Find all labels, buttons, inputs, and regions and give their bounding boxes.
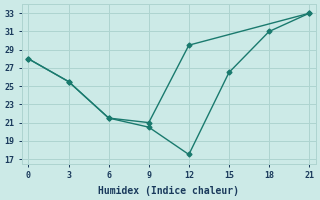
- X-axis label: Humidex (Indice chaleur): Humidex (Indice chaleur): [98, 186, 239, 196]
